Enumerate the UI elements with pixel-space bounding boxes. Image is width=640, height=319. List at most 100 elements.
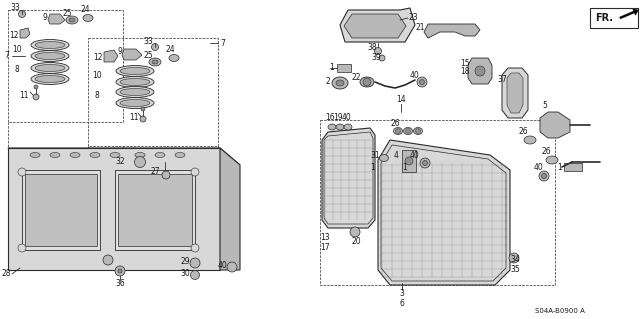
- Ellipse shape: [169, 55, 179, 62]
- Text: 3: 3: [399, 288, 404, 298]
- Circle shape: [350, 227, 360, 237]
- Circle shape: [191, 168, 199, 176]
- Polygon shape: [502, 68, 528, 118]
- Ellipse shape: [31, 50, 69, 62]
- Text: 10: 10: [12, 46, 22, 55]
- Ellipse shape: [31, 73, 69, 85]
- Circle shape: [374, 48, 381, 55]
- Text: 23: 23: [408, 12, 418, 21]
- Text: 34: 34: [510, 256, 520, 264]
- Text: 31: 31: [370, 151, 380, 160]
- Ellipse shape: [336, 80, 344, 86]
- Text: 11: 11: [129, 113, 139, 122]
- Ellipse shape: [332, 77, 348, 89]
- Text: 39: 39: [371, 54, 381, 63]
- Text: 7: 7: [4, 51, 10, 61]
- Text: 19: 19: [333, 114, 343, 122]
- Circle shape: [115, 266, 125, 276]
- Text: 15: 15: [460, 58, 470, 68]
- Circle shape: [18, 244, 26, 252]
- Polygon shape: [20, 28, 30, 38]
- Polygon shape: [104, 50, 118, 62]
- Text: 8: 8: [95, 91, 99, 100]
- Ellipse shape: [120, 88, 150, 95]
- Polygon shape: [48, 14, 65, 24]
- Circle shape: [396, 129, 401, 133]
- Ellipse shape: [175, 152, 185, 158]
- FancyArrow shape: [620, 9, 639, 19]
- Text: 40: 40: [341, 114, 351, 122]
- Polygon shape: [540, 112, 570, 138]
- Circle shape: [415, 129, 420, 133]
- Polygon shape: [122, 49, 142, 60]
- Text: 26: 26: [541, 147, 551, 157]
- Text: 4: 4: [394, 151, 399, 160]
- Ellipse shape: [152, 60, 158, 64]
- Text: 27: 27: [150, 167, 160, 175]
- Polygon shape: [25, 174, 97, 246]
- Ellipse shape: [66, 16, 78, 24]
- Polygon shape: [378, 140, 510, 285]
- Ellipse shape: [328, 124, 336, 130]
- Ellipse shape: [380, 154, 388, 161]
- Text: 36: 36: [115, 279, 125, 288]
- Text: 5: 5: [543, 100, 547, 109]
- Text: 37: 37: [497, 76, 507, 85]
- Ellipse shape: [35, 76, 65, 83]
- Polygon shape: [468, 58, 492, 84]
- Bar: [8, 10, 123, 122]
- Circle shape: [363, 78, 371, 86]
- Text: 17: 17: [320, 243, 330, 253]
- Circle shape: [34, 85, 38, 89]
- Circle shape: [152, 43, 159, 50]
- Bar: [320, 120, 555, 285]
- Polygon shape: [22, 170, 100, 250]
- Circle shape: [422, 160, 428, 166]
- Polygon shape: [424, 24, 480, 38]
- Text: 24: 24: [165, 46, 175, 55]
- Ellipse shape: [83, 14, 93, 21]
- Circle shape: [509, 253, 519, 263]
- Polygon shape: [8, 148, 240, 165]
- Text: 1: 1: [557, 164, 563, 173]
- Text: 33: 33: [143, 38, 153, 47]
- Circle shape: [190, 258, 200, 268]
- Text: 33: 33: [10, 4, 20, 12]
- Ellipse shape: [70, 152, 80, 158]
- Text: FR.: FR.: [595, 13, 613, 23]
- Circle shape: [134, 157, 145, 167]
- Bar: [88, 38, 218, 146]
- Circle shape: [118, 269, 122, 273]
- Text: 25: 25: [62, 10, 72, 19]
- Ellipse shape: [413, 128, 422, 135]
- Text: 22: 22: [351, 73, 361, 83]
- Text: 11: 11: [19, 92, 29, 100]
- Ellipse shape: [394, 128, 403, 135]
- Text: 40: 40: [217, 261, 227, 270]
- Ellipse shape: [31, 40, 69, 50]
- Circle shape: [417, 77, 427, 87]
- Ellipse shape: [30, 152, 40, 158]
- Ellipse shape: [90, 152, 100, 158]
- Polygon shape: [507, 73, 523, 113]
- Circle shape: [141, 107, 145, 111]
- Text: 10: 10: [92, 71, 102, 80]
- Ellipse shape: [155, 152, 165, 158]
- Ellipse shape: [149, 58, 161, 66]
- Ellipse shape: [360, 77, 374, 87]
- Bar: [590, 8, 638, 28]
- Ellipse shape: [116, 86, 154, 98]
- Polygon shape: [322, 128, 375, 228]
- Ellipse shape: [344, 124, 352, 130]
- Ellipse shape: [31, 63, 69, 73]
- Text: 1: 1: [330, 63, 334, 72]
- Circle shape: [541, 174, 547, 179]
- Text: 9: 9: [43, 12, 47, 21]
- Text: 18: 18: [460, 68, 470, 77]
- Text: 13: 13: [320, 234, 330, 242]
- Ellipse shape: [120, 78, 150, 85]
- Text: 28: 28: [1, 270, 11, 278]
- Ellipse shape: [524, 136, 536, 144]
- Text: 30: 30: [180, 269, 190, 278]
- Text: 16: 16: [325, 114, 335, 122]
